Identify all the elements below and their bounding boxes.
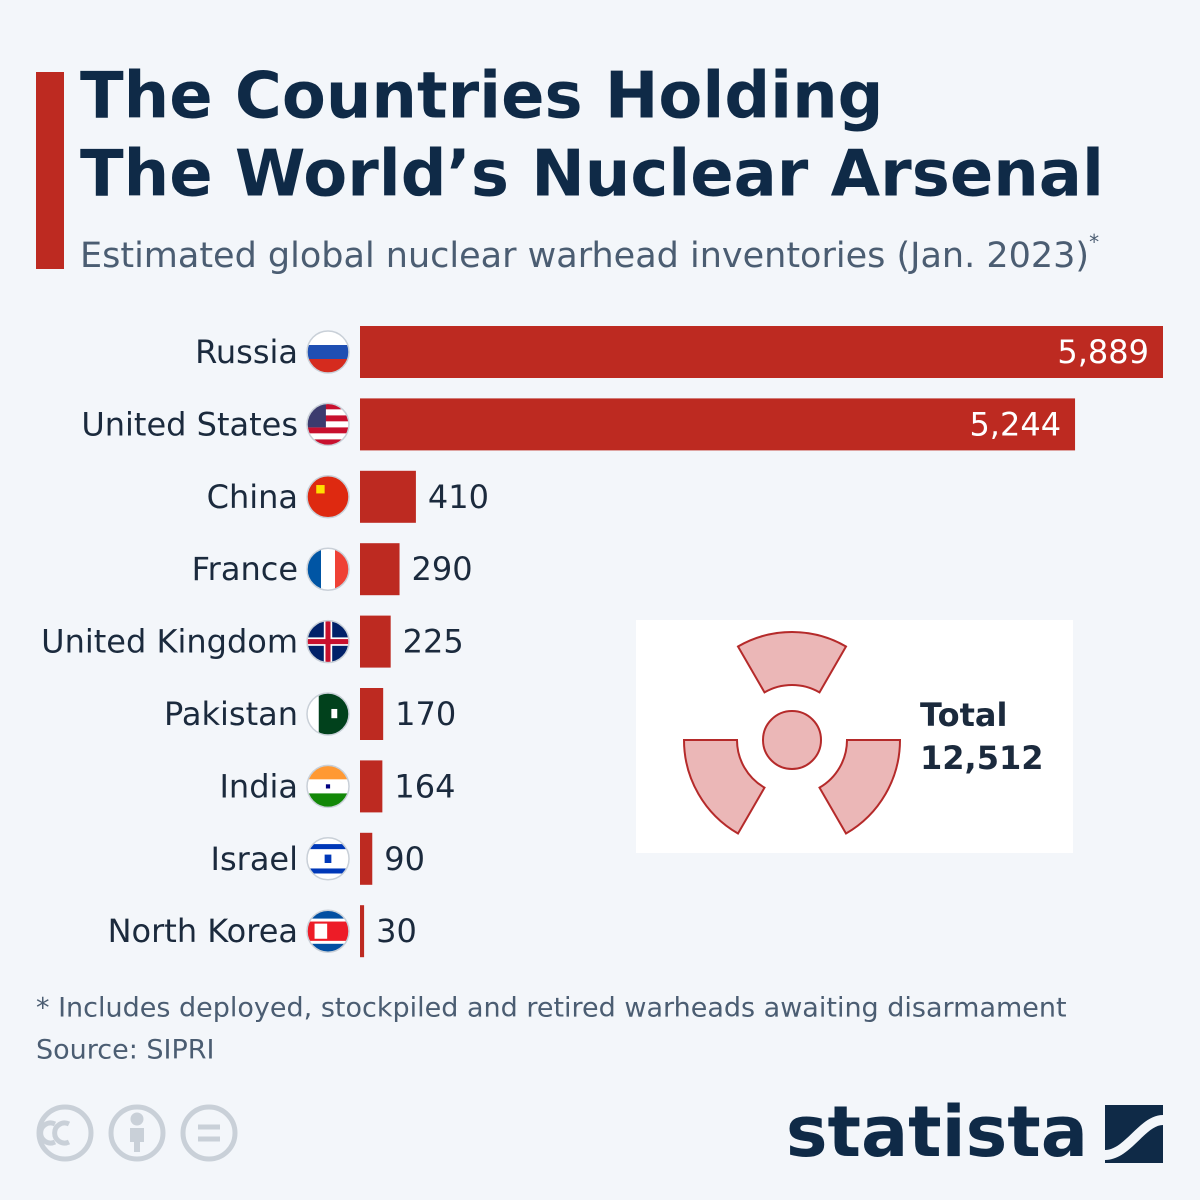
flag-part	[307, 403, 349, 410]
bar	[360, 326, 1163, 378]
trefoil-center	[762, 710, 822, 770]
category-label: France	[192, 550, 298, 588]
chart-title: The Countries Holding	[80, 60, 883, 134]
flag	[307, 475, 349, 518]
bar	[360, 688, 384, 740]
subtitle-mark: *	[1089, 230, 1099, 254]
value-label: 290	[412, 550, 473, 588]
flag-part	[307, 844, 349, 850]
value-label: 225	[403, 623, 464, 661]
bar	[360, 615, 391, 668]
title-accent	[36, 72, 64, 269]
total-value: 12,512	[920, 739, 1043, 777]
value-label: 410	[428, 478, 489, 516]
flag-part	[331, 708, 338, 719]
category-label: Israel	[211, 840, 298, 878]
bar	[360, 543, 400, 596]
flag-border	[306, 909, 350, 953]
subtitle-text: Estimated global nuclear warhead invento…	[80, 236, 1089, 276]
bar	[360, 832, 373, 885]
flag-border	[306, 619, 350, 664]
flag-border	[306, 837, 350, 881]
flag-border	[306, 330, 350, 374]
brand: statista	[786, 1091, 1088, 1173]
flag-part	[314, 923, 328, 939]
value-label: 5,244	[969, 405, 1061, 443]
value-label: 170	[395, 695, 456, 733]
value-label: 5,889	[1057, 333, 1149, 371]
category-label: Pakistan	[164, 695, 298, 733]
flag	[307, 837, 349, 880]
value-label: 30	[376, 912, 417, 950]
category-label: India	[219, 767, 298, 805]
bar	[360, 398, 1076, 451]
flag-border	[306, 764, 350, 809]
flag-part	[307, 475, 349, 518]
footnote: * Includes deployed, stockpiled and reti…	[36, 993, 1067, 1024]
radiation-icon	[682, 631, 902, 835]
flag	[307, 403, 349, 446]
flag-border	[306, 475, 350, 519]
flag-part	[307, 693, 319, 735]
flag-border	[306, 547, 350, 591]
bar	[360, 470, 416, 523]
flag-part	[325, 784, 331, 789]
category-label: North Korea	[108, 912, 298, 950]
license-icons	[36, 1104, 238, 1162]
flag-part	[324, 854, 332, 863]
flag-part	[307, 415, 349, 422]
source: Source: SIPRI	[36, 1035, 215, 1066]
trefoil-blade	[736, 631, 848, 694]
flag-border	[306, 692, 350, 736]
flag-part	[307, 433, 349, 440]
flag-part	[307, 345, 349, 359]
flag-part	[307, 639, 349, 645]
flag-part	[307, 868, 349, 874]
flag-part	[307, 409, 349, 416]
brand-logo	[1105, 1105, 1163, 1163]
bar	[360, 760, 383, 813]
flag-part	[307, 427, 349, 434]
chart-title: The World’s Nuclear Arsenal	[80, 138, 1104, 212]
trefoil-blade	[682, 739, 766, 835]
category-label: United States	[81, 405, 298, 443]
chart-subtitle: Estimated global nuclear warhead invento…	[80, 230, 1099, 277]
flag-border	[306, 402, 350, 447]
trefoil-blade	[818, 739, 902, 835]
value-label: 164	[394, 767, 455, 805]
flag-part	[307, 921, 349, 941]
flag-part	[307, 439, 349, 446]
flag-part	[307, 421, 349, 428]
category-label: China	[207, 478, 298, 516]
category-label: United Kingdom	[41, 623, 298, 661]
total-label: Total	[920, 696, 1007, 734]
flag	[307, 620, 349, 663]
flag-part	[316, 485, 325, 494]
category-label: Russia	[195, 333, 298, 371]
value-label: 90	[384, 840, 425, 878]
flag-part	[321, 548, 335, 591]
flag	[307, 910, 349, 953]
bar	[360, 905, 365, 958]
